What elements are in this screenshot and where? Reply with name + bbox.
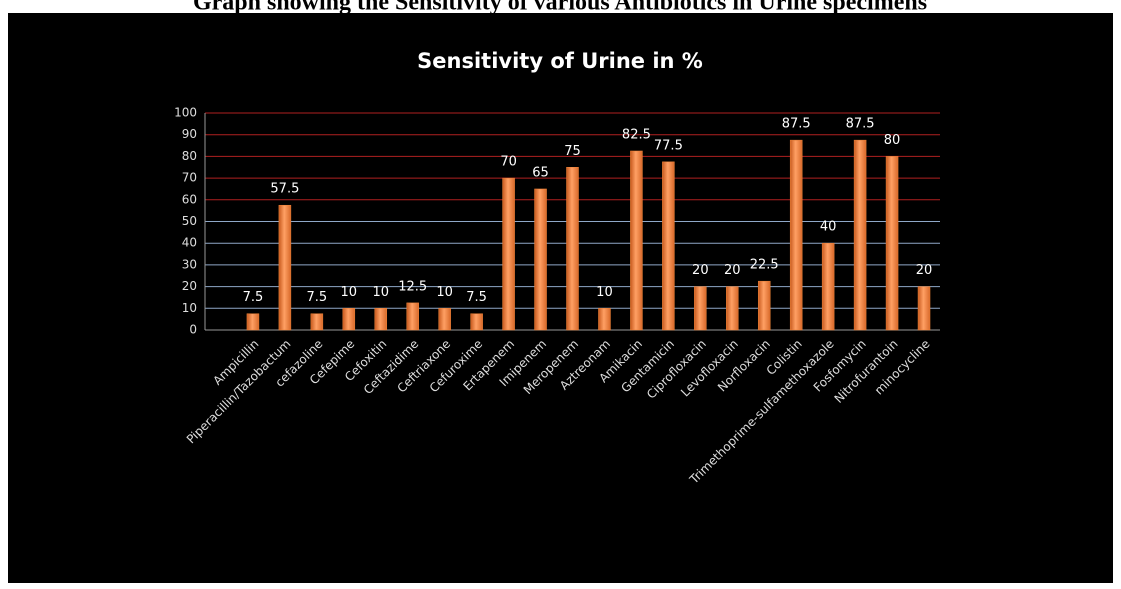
bar — [438, 308, 451, 331]
y-tick-label: 10 — [182, 301, 197, 315]
data-label: 87.5 — [846, 117, 875, 132]
y-tick-label: 40 — [182, 236, 197, 250]
data-label: 70 — [500, 155, 517, 170]
data-label: 57.5 — [270, 182, 299, 197]
chart-background — [8, 13, 1113, 583]
bar — [502, 177, 515, 331]
bar — [694, 286, 707, 331]
bar — [726, 286, 739, 331]
data-label: 12.5 — [398, 279, 427, 294]
data-label: 80 — [884, 133, 901, 148]
y-tick-label: 50 — [182, 214, 197, 228]
caption: Graph showing the Sensitivity of various… — [193, 0, 927, 16]
data-label: 7.5 — [243, 290, 264, 305]
data-label: 20 — [916, 263, 933, 278]
bar — [246, 313, 260, 331]
y-tick-label: 0 — [189, 323, 197, 337]
chart-title: Sensitivity of Urine in % — [417, 49, 703, 73]
bar — [534, 188, 547, 331]
data-label: 10 — [596, 285, 613, 300]
bar — [757, 280, 771, 331]
bar — [406, 302, 419, 331]
data-label: 65 — [532, 165, 549, 180]
data-label: 82.5 — [622, 127, 651, 142]
bar — [885, 156, 899, 331]
data-label: 10 — [341, 285, 358, 300]
y-tick-label: 60 — [182, 192, 197, 206]
bar — [342, 308, 356, 331]
bar — [278, 204, 292, 331]
data-label: 77.5 — [654, 138, 683, 153]
bar — [853, 139, 867, 331]
y-tick-label: 20 — [182, 279, 197, 293]
y-tick-label: 100 — [174, 106, 197, 120]
bar — [917, 286, 931, 331]
y-tick-label: 30 — [182, 257, 197, 271]
y-tick-label: 70 — [182, 171, 197, 185]
data-label: 75 — [564, 144, 581, 159]
bar — [598, 308, 611, 331]
bar — [630, 150, 643, 331]
data-label: 7.5 — [307, 290, 328, 305]
data-label: 10 — [372, 285, 389, 300]
data-label: 20 — [692, 263, 709, 278]
y-tick-label: 90 — [182, 127, 197, 141]
bar — [310, 313, 324, 331]
data-label: 87.5 — [782, 117, 811, 132]
bar — [662, 161, 675, 331]
bar — [789, 139, 803, 331]
y-tick-label: 80 — [182, 149, 197, 163]
bar — [566, 167, 579, 331]
data-label: 10 — [436, 285, 453, 300]
data-label: 7.5 — [466, 290, 487, 305]
bar — [470, 313, 483, 331]
data-label: 40 — [820, 220, 837, 235]
data-label: 22.5 — [750, 258, 779, 273]
data-label: 20 — [724, 263, 741, 278]
bar — [374, 308, 388, 331]
bar — [821, 242, 835, 331]
